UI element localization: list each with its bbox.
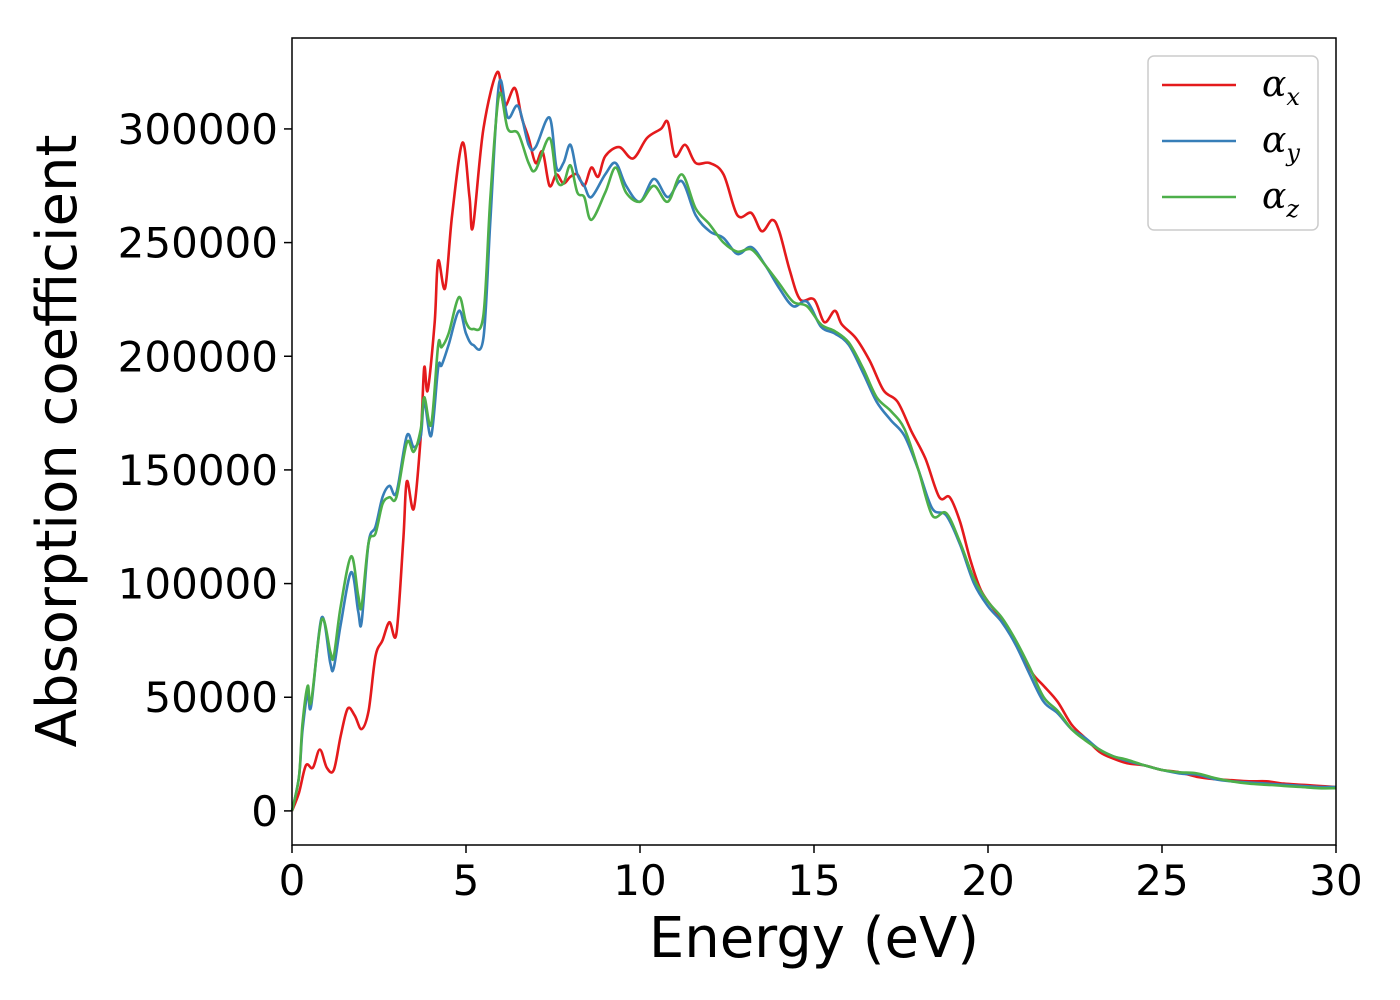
- y-tick-label: 50000: [144, 673, 278, 722]
- y-tick-label: 200000: [118, 332, 278, 381]
- y-tick-label: 150000: [118, 446, 278, 495]
- y-tick-label: 0: [251, 787, 278, 836]
- x-tick-label: 15: [787, 856, 840, 905]
- x-tick-label: 0: [279, 856, 306, 905]
- legend-label-z: αz: [1262, 176, 1299, 223]
- x-axis-title: Energy (eV): [649, 906, 979, 971]
- legend: αx αy αz: [1147, 55, 1319, 231]
- x-axis-ticks: 0 5 10 15 20 25 30: [279, 845, 1363, 905]
- y-axis-title: Absorption coefficient: [25, 135, 90, 748]
- y-axis-ticks: 0 50000 100000 150000 200000 250000 300000: [118, 105, 292, 836]
- series-line-z: [290, 91, 1337, 812]
- legend-label-y: αy: [1262, 120, 1300, 167]
- x-tick-label: 30: [1309, 856, 1362, 905]
- x-tick-label: 20: [961, 856, 1014, 905]
- legend-box: [1147, 55, 1319, 231]
- x-tick-label: 10: [613, 856, 666, 905]
- x-tick-label: 5: [453, 856, 480, 905]
- legend-label-x: αx: [1262, 64, 1300, 111]
- x-tick-label: 25: [1135, 856, 1188, 905]
- y-tick-label: 300000: [118, 105, 278, 154]
- y-tick-label: 100000: [118, 560, 278, 609]
- series-line-x: [290, 70, 1337, 812]
- y-tick-label: 250000: [118, 219, 278, 268]
- series-lines: [290, 70, 1337, 812]
